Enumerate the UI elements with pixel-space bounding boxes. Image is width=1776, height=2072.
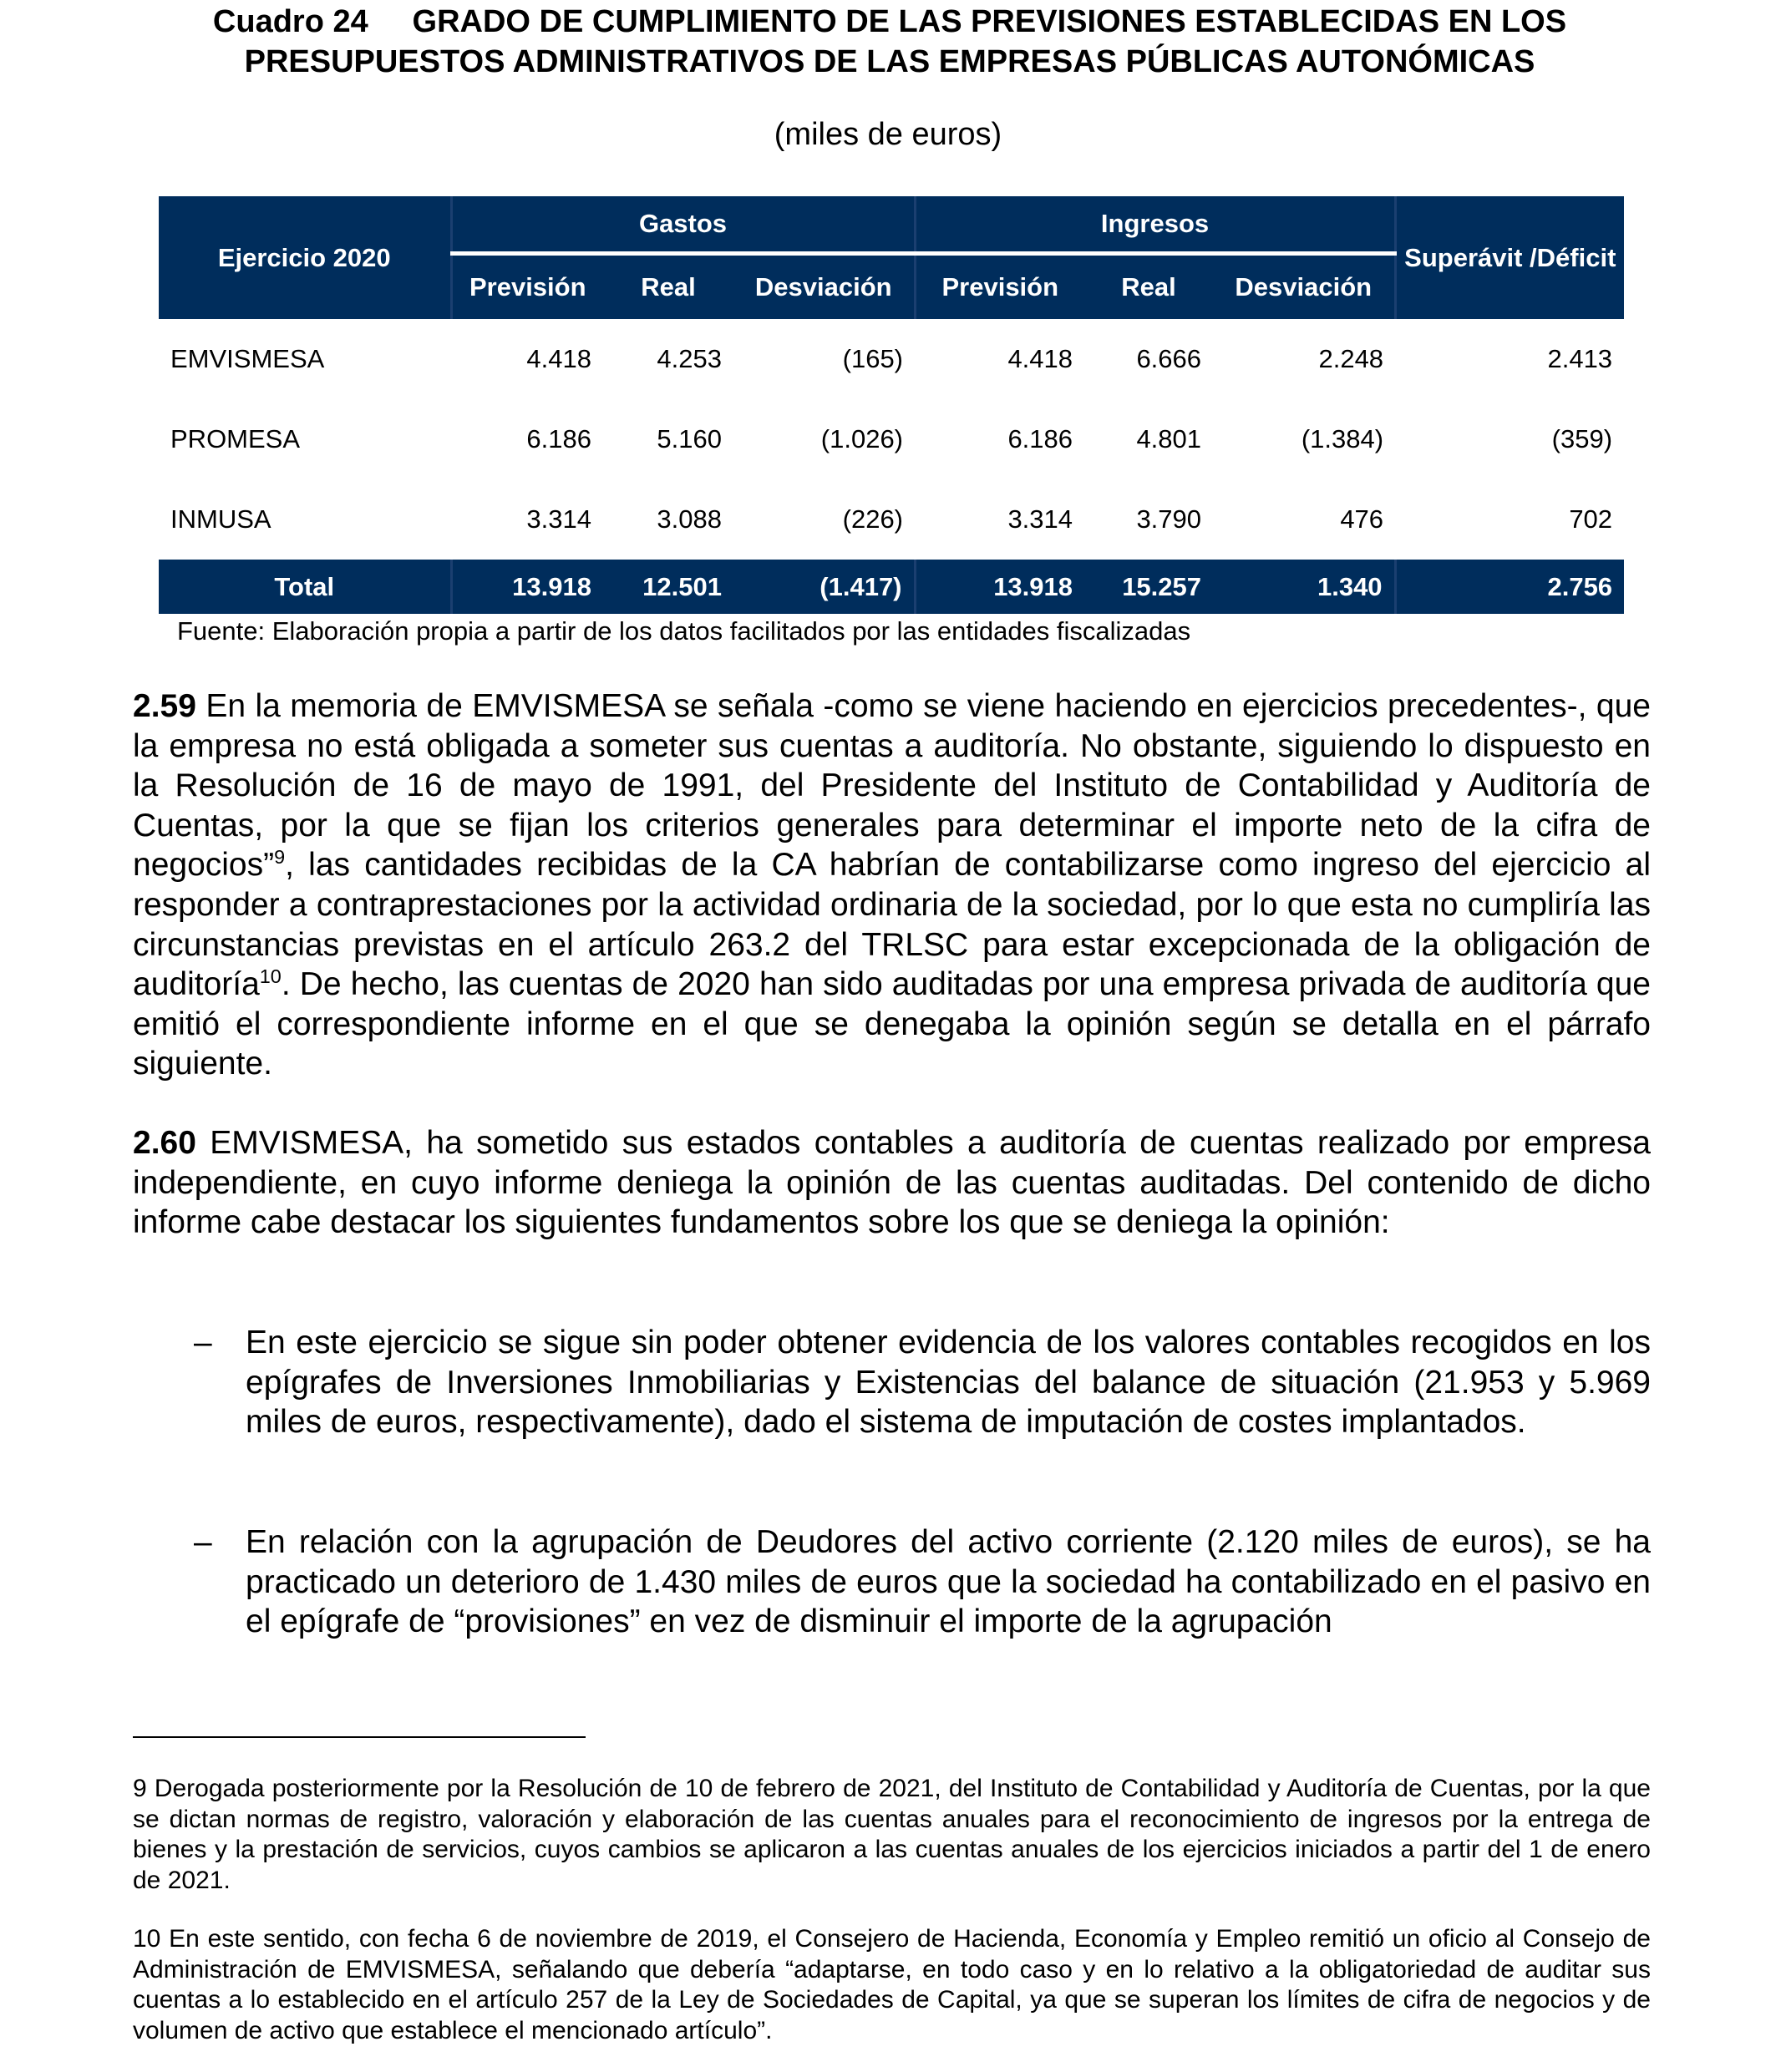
- table-row: EMVISMESA 4.418 4.253 (165) 4.418 6.666 2.248 2…: [159, 319, 1624, 399]
- cell-value: (1.417): [733, 560, 916, 614]
- cell-value: 5.160: [657, 424, 722, 453]
- footnote-9: 9 Derogada posteriormente por la Resoluc…: [133, 1775, 1651, 1894]
- header-ingresos-real: Real: [1084, 253, 1214, 319]
- row-label: INMUSA: [170, 504, 271, 534]
- total-row: Total 13.918 12.501 (1.417) 13.918 15.257 1.34…: [159, 560, 1625, 614]
- cell-value: 4.801: [1136, 424, 1202, 453]
- cell-value: (1.384): [1301, 424, 1384, 453]
- cell-value: 4.253: [657, 344, 722, 373]
- cell-value: 13.918: [449, 560, 603, 614]
- cell-value: 702: [1569, 504, 1613, 534]
- paragraph-2-60: 2.60 EMVISMESA, ha sometido sus estados …: [133, 1123, 1651, 1243]
- bullet-item: En relación con la agrupación de Deudore…: [246, 1524, 1651, 1640]
- row-label: PROMESA: [170, 424, 301, 453]
- bullet-dash: –: [194, 1524, 212, 1560]
- cell-value: (359): [1551, 424, 1613, 453]
- cell-value: 3.314: [526, 504, 591, 534]
- header-ingresos-desviacion: Desviación: [1213, 253, 1396, 319]
- paragraph-text: , las cantidades recibidas de la CA habr…: [133, 847, 1651, 1003]
- paragraph-number: 2.59: [133, 688, 196, 724]
- cell-value: (1.026): [820, 424, 904, 453]
- header-ingresos: Ingresos: [913, 196, 1396, 256]
- cell-value: 2.756: [1393, 560, 1625, 614]
- bullet-dash: –: [194, 1325, 212, 1360]
- cell-value: 6.666: [1136, 344, 1202, 373]
- header-gastos: Gastos: [449, 196, 916, 256]
- cell-value: 13.918: [913, 560, 1085, 614]
- cell-value: (226): [842, 504, 904, 534]
- cell-value: 3.790: [1136, 504, 1202, 534]
- table-title: Cuadro 24 GRADO DE CUMPLIMIENTO DE LAS P…: [134, 2, 1646, 82]
- bullet-item: En este ejercicio se sigue sin poder obt…: [246, 1325, 1651, 1441]
- table-source: Fuente: Elaboración propia a partir de l…: [177, 616, 1191, 646]
- cell-value: 2.248: [1318, 344, 1384, 373]
- cell-value: 4.418: [526, 344, 591, 373]
- header-superavit-deficit: Superávit /Déficit: [1393, 196, 1625, 319]
- cell-value: (165): [842, 344, 904, 373]
- table-number: Cuadro 24: [212, 4, 368, 39]
- cell-value: 15.257: [1084, 560, 1214, 614]
- cell-value: 1.340: [1213, 560, 1396, 614]
- cell-value: 476: [1340, 504, 1384, 534]
- row-label: EMVISMESA: [170, 344, 325, 373]
- header-gastos-prevision: Previsión: [449, 253, 603, 319]
- budget-table: Ejercicio 2020 Gastos Ingresos Superávit…: [159, 196, 1625, 614]
- units-label: (miles de euros): [774, 117, 1002, 152]
- cell-value: 6.186: [1007, 424, 1073, 453]
- title-line-2: PRESUPUESTOS ADMINISTRATIVOS DE LAS EMPR…: [244, 44, 1535, 79]
- footnote-separator: [133, 1736, 586, 1738]
- cell-value: 4.418: [1007, 344, 1073, 373]
- paragraph-number: 2.60: [133, 1125, 196, 1161]
- footnote-10: 10 En este sentido, con fecha 6 de novie…: [133, 1925, 1651, 2044]
- paragraph-text: En la memoria de EMVISMESA se señala -co…: [133, 688, 1651, 884]
- header-gastos-desviacion: Desviación: [733, 253, 916, 319]
- cell-value: 2.413: [1547, 344, 1613, 373]
- table-row: INMUSA 3.314 3.088 (226) 3.314 3.790 476 702: [159, 479, 1624, 560]
- paragraph-text: EMVISMESA, ha sometido sus estados conta…: [133, 1125, 1651, 1241]
- header-ingresos-prevision: Previsión: [913, 253, 1085, 319]
- cell-value: 6.186: [526, 424, 591, 453]
- header-gastos-real: Real: [603, 253, 733, 319]
- paragraph-text: . De hecho, las cuentas de 2020 han sido…: [133, 966, 1651, 1082]
- table-row: PROMESA 6.186 5.160 (1.026) 6.186 4.801 (1.384…: [159, 399, 1624, 479]
- paragraph-2-59: 2.59 En la memoria de EMVISMESA se señal…: [133, 686, 1651, 1084]
- cell-value: 3.314: [1007, 504, 1073, 534]
- footnote-ref-9: 9: [274, 846, 286, 869]
- title-line-1: GRADO DE CUMPLIMIENTO DE LAS PREVISIONES…: [412, 4, 1567, 39]
- header-ejercicio: Ejercicio 2020: [159, 196, 451, 319]
- cell-value: 12.501: [603, 560, 733, 614]
- row-label: Total: [159, 560, 451, 614]
- footnote-ref-10: 10: [259, 965, 282, 988]
- cell-value: 3.088: [657, 504, 722, 534]
